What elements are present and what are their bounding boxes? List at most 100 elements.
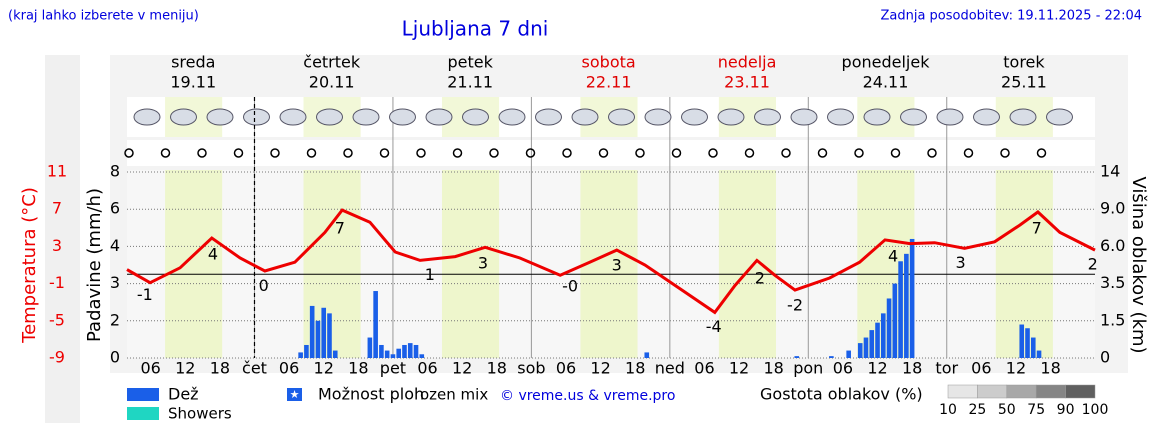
wind-symbol xyxy=(671,148,682,158)
legend-swatch xyxy=(287,388,302,401)
daylight-band xyxy=(718,170,776,358)
y2-tick-label: 0 xyxy=(1100,348,1110,367)
temp-annotation: 4 xyxy=(208,244,218,263)
temp-annotation: -4 xyxy=(706,317,722,336)
rain-bar xyxy=(384,350,390,358)
wind-symbol xyxy=(708,148,718,158)
day-date: 24.11 xyxy=(863,73,909,92)
wind-symbol xyxy=(270,148,280,158)
temp-annotation: 3 xyxy=(612,256,622,275)
rain-bar xyxy=(857,343,863,358)
x-tick-label: 06 xyxy=(140,359,160,378)
day-date: 25.11 xyxy=(1001,73,1047,92)
weather-icon xyxy=(462,108,489,126)
rain-bar xyxy=(869,330,875,358)
temp-axis-label: Temperatura (°C) xyxy=(19,187,40,344)
weather-icon xyxy=(498,108,526,126)
cloud-legend-level: 100 xyxy=(1082,402,1109,418)
x-tick-label: pet xyxy=(380,359,406,378)
x-tick-label: 18 xyxy=(487,359,507,378)
weather-icon xyxy=(900,108,927,126)
y-tick-label: 2 xyxy=(110,310,120,329)
day-name: sreda xyxy=(171,53,215,72)
y-tick-label: 3 xyxy=(110,273,120,292)
y-tick-label: 0 xyxy=(110,348,120,367)
rain-bar xyxy=(1019,324,1025,358)
temp-annotation: 4 xyxy=(888,247,898,266)
rain-bar xyxy=(886,298,892,358)
wind-symbol xyxy=(598,148,609,158)
x-tick-label: 18 xyxy=(210,359,230,378)
x-tick-label: ned xyxy=(655,359,685,378)
x-tick-label: 12 xyxy=(867,359,887,378)
note: (kraj lahko izberete v meniju) xyxy=(8,9,199,24)
wind-symbol xyxy=(124,148,134,158)
weather-icon xyxy=(316,108,343,126)
day-date: 21.11 xyxy=(447,73,493,92)
x-tick-label: 12 xyxy=(590,359,610,378)
wind-symbol xyxy=(160,148,171,158)
x-tick-label: 12 xyxy=(729,359,749,378)
cloud-legend-box xyxy=(977,384,1008,399)
daylight-band xyxy=(441,170,500,358)
weather-icon xyxy=(973,108,1000,126)
weather-icon xyxy=(170,108,197,126)
temp-annotation: 3 xyxy=(478,254,488,273)
rain-bar xyxy=(1036,350,1042,358)
rain-bar xyxy=(829,356,834,358)
rain-bar xyxy=(419,354,425,358)
day-name: sobota xyxy=(582,53,636,72)
x-tick-label: 18 xyxy=(763,359,783,378)
rain-bar xyxy=(794,356,800,358)
day-date: 20.11 xyxy=(309,73,355,92)
x-tick-label: 06 xyxy=(417,359,437,378)
rain-bar xyxy=(875,322,880,358)
rain-bar xyxy=(1030,337,1036,358)
rain-bar xyxy=(846,350,851,358)
temp-annotation: -2 xyxy=(787,296,803,315)
rain-bar xyxy=(1025,328,1030,358)
rain-bar xyxy=(863,337,869,358)
rain-bar xyxy=(315,320,321,358)
x-tick-label: 06 xyxy=(833,359,853,378)
weather-icon xyxy=(352,108,380,126)
y2-tick-label: 6.0 xyxy=(1100,236,1125,255)
weather-icon xyxy=(717,108,745,126)
rain-bar xyxy=(880,313,886,358)
x-tick-label: 06 xyxy=(279,359,299,378)
weather-icon xyxy=(1046,108,1073,126)
day-name: petek xyxy=(447,53,493,72)
legend-label: Showers xyxy=(168,405,232,423)
wind-symbol xyxy=(197,148,207,158)
cloud-legend-level: 10 xyxy=(939,402,957,418)
cloud-legend-box xyxy=(1035,384,1066,399)
rain-bar xyxy=(379,344,384,358)
wind-symbol xyxy=(416,148,426,158)
cloud-legend-level: 75 xyxy=(1027,402,1045,418)
wind-symbol xyxy=(963,148,974,158)
cloud-legend-box xyxy=(947,384,978,399)
weather-icon xyxy=(863,108,891,126)
wind-symbol xyxy=(233,148,244,158)
cloud-legend-title: Gostota oblakov (%) xyxy=(760,385,923,404)
temp-annotation: 2 xyxy=(1088,254,1098,273)
weather-icon xyxy=(827,108,854,126)
day-name: ponedeljek xyxy=(842,53,931,72)
y2-tick-label: 14 xyxy=(1100,162,1120,181)
wind-symbol xyxy=(744,148,755,158)
weather-icon xyxy=(608,108,635,126)
legend-label: ozen mix xyxy=(420,386,488,404)
wind-row xyxy=(127,140,1095,166)
rain-bar xyxy=(390,354,396,358)
day-name: torek xyxy=(1003,53,1045,72)
weather-icon xyxy=(279,108,307,126)
weather-icon xyxy=(936,108,964,126)
updated: Zadnja posodobitev: 19.11.2025 - 22:04 xyxy=(880,9,1142,24)
wind-symbol xyxy=(1000,148,1010,158)
temp-annotation: 3 xyxy=(955,253,965,272)
day-date: 23.11 xyxy=(724,73,770,92)
temp-tick-label: 7 xyxy=(52,199,62,218)
rain-bar xyxy=(898,261,903,358)
temperature-line xyxy=(126,208,1096,315)
weather-icon xyxy=(389,108,416,126)
